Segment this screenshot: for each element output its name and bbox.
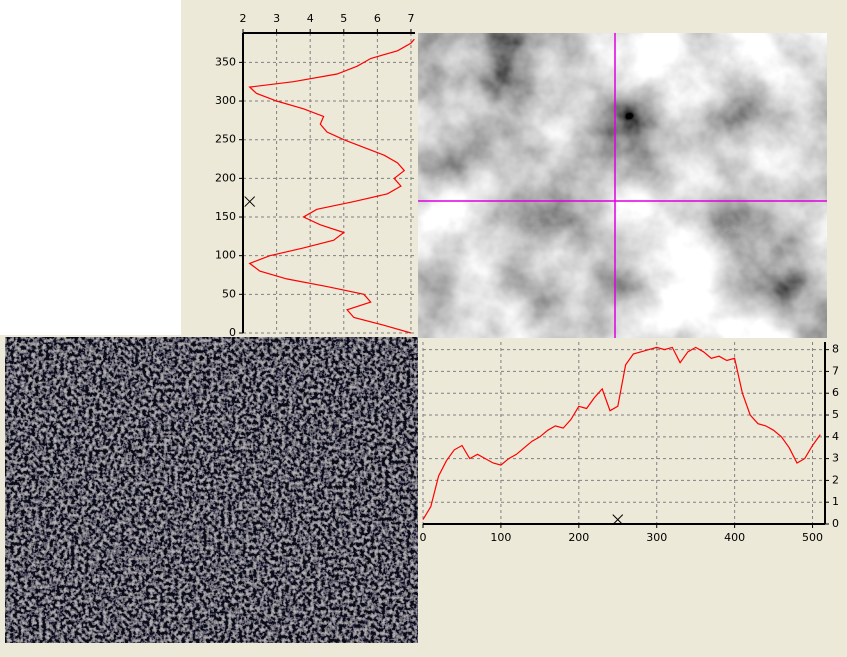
marker-stroke [244, 196, 256, 207]
y-tick-label: 5 [832, 408, 839, 421]
height-map [418, 33, 827, 338]
y-tick-label: 150 [215, 210, 236, 223]
y-tick-label: 300 [215, 94, 236, 107]
y-tick-label: 200 [215, 171, 236, 184]
y-tick-label: 0 [229, 326, 236, 339]
cursor-marker [244, 196, 256, 207]
y-tick-label: 7 [832, 364, 839, 377]
y-tick-label: 250 [215, 133, 236, 146]
image-tint [5, 337, 418, 643]
x-tick-label: 200 [568, 531, 589, 544]
x-tick-label: 100 [490, 531, 511, 544]
y-tick-label: 100 [215, 249, 236, 262]
y-tick-label: 8 [832, 343, 839, 356]
y-tick-label: 50 [222, 287, 236, 300]
x-tick-label: 400 [724, 531, 745, 544]
y-tick-label: 6 [832, 386, 839, 399]
y-tick-label: 1 [832, 495, 839, 508]
marker-stroke [612, 514, 624, 525]
x-tick-label: 4 [307, 12, 314, 25]
microscope-image [5, 337, 418, 643]
plot-area [423, 342, 825, 524]
y-tick-label: 2 [832, 473, 839, 486]
x-tick-label: 3 [273, 12, 280, 25]
y-tick-label: 0 [832, 517, 839, 530]
y-tick-label: 3 [832, 452, 839, 465]
x-tick-label: 7 [407, 12, 414, 25]
x-tick-label: 6 [374, 12, 381, 25]
profile-line [422, 346, 821, 520]
x-tick-label: 300 [646, 531, 667, 544]
x-tick-label: 0 [420, 531, 427, 544]
cursor-marker [612, 514, 624, 525]
plot-area [243, 33, 415, 333]
x-tick-label: 500 [802, 531, 823, 544]
x-tick-label: 5 [340, 12, 347, 25]
x-tick-label: 2 [240, 12, 247, 25]
blank-area [0, 0, 181, 335]
y-tick-label: 4 [832, 430, 839, 443]
profile-line [248, 38, 415, 334]
y-tick-label: 350 [215, 55, 236, 68]
